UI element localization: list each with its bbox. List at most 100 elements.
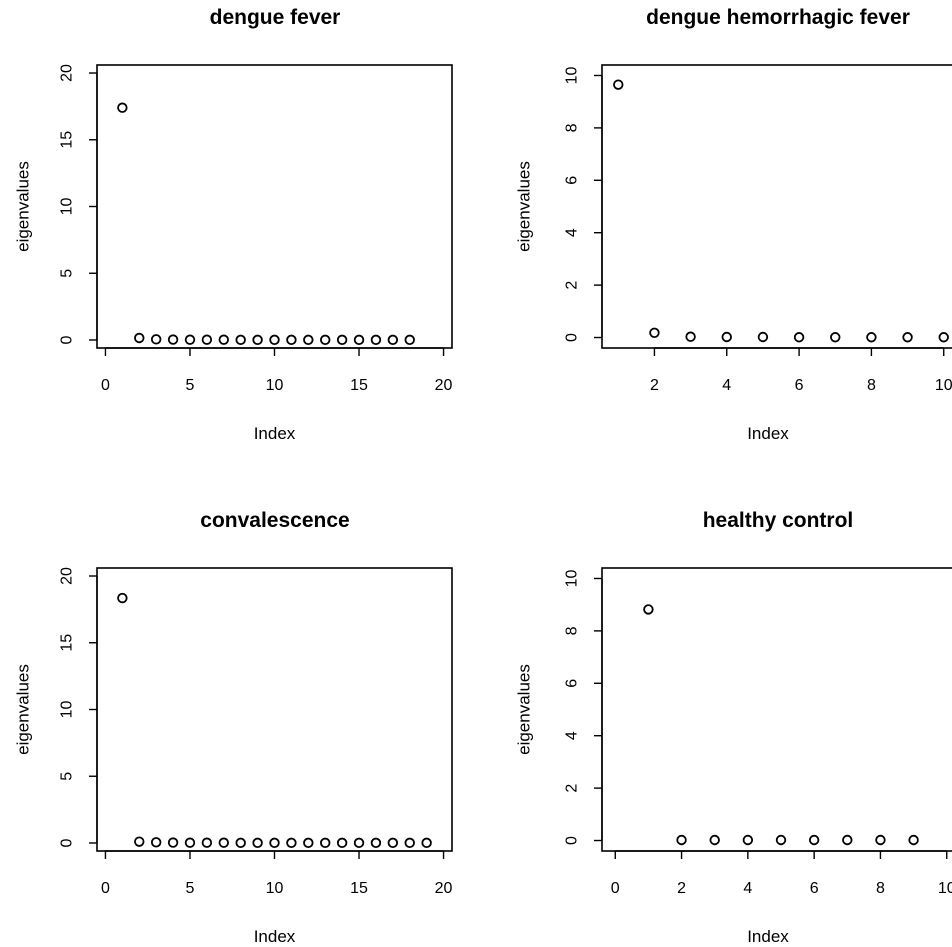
x-tick-label: 20 — [435, 880, 453, 897]
data-point — [742, 834, 754, 846]
data-point — [252, 837, 263, 849]
y-tick-label: 2 — [564, 784, 581, 793]
y-tick-label: 5 — [59, 269, 76, 278]
y-axis-title: eigenvalues — [14, 664, 33, 755]
data-point — [353, 837, 365, 849]
data-point — [775, 834, 787, 846]
chart-title: dengue fever — [210, 6, 341, 29]
data-point — [404, 837, 415, 849]
data-point — [808, 834, 820, 846]
data-point — [201, 334, 213, 345]
x-axis-title: Index — [254, 424, 296, 443]
x-tick-label: 10 — [266, 880, 284, 897]
x-tick-label: 2 — [650, 377, 659, 394]
data-point — [184, 334, 196, 345]
y-axis-title: eigenvalues — [515, 161, 534, 252]
data-point — [404, 334, 415, 346]
x-tick-label: 20 — [435, 377, 453, 394]
data-point — [613, 79, 624, 90]
x-tick-label: 8 — [876, 880, 885, 897]
x-tick-label: 10 — [266, 377, 284, 394]
data-point — [303, 837, 314, 849]
data-point — [676, 834, 687, 846]
data-point — [721, 331, 732, 343]
y-tick-label: 6 — [564, 176, 581, 185]
plot-frame — [96, 567, 453, 852]
x-tick-label: 6 — [795, 377, 804, 394]
y-tick-label: 4 — [564, 731, 581, 740]
data-point — [387, 334, 399, 346]
x-tick-label: 6 — [810, 880, 819, 897]
x-tick-label: 15 — [350, 880, 368, 897]
chart-title: healthy control — [703, 509, 854, 532]
x-axis-title: Index — [747, 927, 789, 946]
data-point — [320, 837, 331, 849]
data-point — [908, 834, 919, 846]
chart-title: convalescence — [200, 509, 349, 532]
chart-title: dengue hemorrhagic fever — [646, 6, 910, 29]
data-point — [150, 334, 162, 345]
y-tick-label: 2 — [564, 281, 581, 290]
data-point — [269, 334, 280, 346]
x-tick-label: 15 — [350, 377, 368, 394]
data-point — [336, 334, 348, 346]
data-point — [235, 334, 246, 346]
data-point — [336, 837, 348, 849]
data-point — [235, 837, 246, 849]
data-point — [902, 332, 913, 343]
y-tick-label: 6 — [564, 679, 581, 688]
data-point — [643, 604, 654, 615]
x-tick-label: 0 — [101, 880, 110, 897]
x-tick-label: 8 — [867, 377, 876, 394]
plot-frame — [601, 567, 952, 852]
data-point — [875, 834, 886, 846]
data-point — [370, 334, 382, 346]
data-point — [218, 334, 229, 345]
y-tick-label: 5 — [59, 772, 76, 781]
y-tick-label: 8 — [564, 123, 581, 132]
x-tick-label: 10 — [938, 880, 952, 897]
plot-frame — [96, 64, 453, 349]
y-axis-title: eigenvalues — [14, 161, 33, 252]
chart-panel-3: convalescence 0 5 10 15 20 0 5 10 15 20 Index eigenv… — [14, 509, 453, 946]
data-point — [167, 837, 179, 848]
x-tick-label: 0 — [611, 880, 620, 897]
data-point — [117, 592, 128, 604]
chart-panel-4: healthy control 0 2 4 6 8 10 0 2 4 6 8 10 Index eigenv… — [515, 509, 952, 946]
x-tick-label: 5 — [186, 377, 195, 394]
data-point — [320, 334, 331, 346]
data-point — [117, 102, 128, 113]
y-tick-label: 15 — [59, 634, 76, 652]
y-tick-label: 10 — [564, 66, 581, 84]
data-point — [387, 837, 399, 849]
x-tick-label: 4 — [722, 377, 731, 394]
y-tick-label: 0 — [564, 333, 581, 342]
y-tick-label: 4 — [564, 228, 581, 237]
data-point — [421, 837, 432, 849]
data-point — [303, 334, 314, 346]
x-tick-label: 2 — [677, 880, 686, 897]
x-axis-title: Index — [747, 424, 789, 443]
data-point — [685, 331, 696, 342]
y-tick-label: 20 — [59, 64, 76, 82]
data-point — [134, 332, 145, 344]
chart-panel-2: dengue hemorrhagic fever 2 4 6 8 10 0 2 4 6 8 10 Ind… — [515, 6, 952, 443]
x-tick-label: 5 — [186, 880, 195, 897]
data-point — [830, 332, 841, 343]
y-tick-label: 10 — [59, 198, 76, 216]
data-point — [150, 837, 162, 848]
y-tick-label: 10 — [564, 569, 581, 587]
x-tick-label: 4 — [743, 880, 752, 897]
y-axis-title: eigenvalues — [515, 664, 534, 755]
data-point — [370, 837, 382, 849]
x-tick-label: 0 — [101, 377, 110, 394]
y-tick-label: 20 — [59, 567, 76, 585]
data-point — [793, 332, 805, 343]
data-point — [286, 837, 297, 849]
data-point — [649, 327, 660, 339]
x-axis-title: Index — [254, 927, 296, 946]
y-tick-label: 8 — [564, 626, 581, 635]
data-point — [938, 332, 949, 343]
data-point — [866, 332, 877, 343]
